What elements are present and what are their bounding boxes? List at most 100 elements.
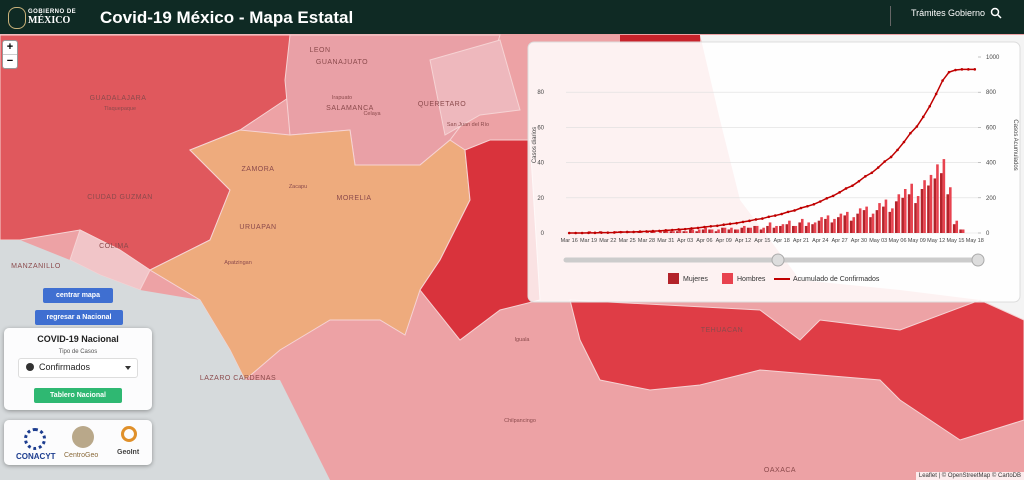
line-point	[664, 229, 668, 232]
line-point	[670, 228, 674, 232]
line-point	[883, 160, 886, 163]
bar	[946, 194, 950, 233]
bar	[949, 187, 952, 233]
back-button[interactable]: regresar a Nacional	[35, 310, 123, 325]
line-point	[767, 215, 771, 219]
map-label: OAXACA	[764, 467, 796, 474]
state-queretaro	[429, 39, 521, 136]
zoom-in[interactable]: +	[3, 41, 17, 55]
line-point	[574, 231, 577, 235]
line-point	[902, 140, 906, 144]
slider-handle[interactable]	[771, 253, 785, 267]
bar	[665, 229, 669, 233]
map-label: Zacapu	[289, 184, 307, 190]
bar	[807, 222, 810, 233]
bar	[837, 217, 840, 233]
bar	[701, 229, 705, 233]
x-tick-label: May 15	[946, 238, 964, 244]
slider-handle[interactable]	[971, 253, 985, 267]
line-point	[580, 231, 584, 235]
y2-tick-label: 400	[986, 161, 997, 167]
line-point	[619, 230, 623, 234]
bar	[704, 227, 707, 233]
zoom-out[interactable]: −	[6, 55, 14, 67]
x-tick-label: Apr 18	[774, 238, 790, 244]
bar	[708, 229, 711, 233]
bar	[903, 189, 907, 233]
line-point	[606, 231, 610, 234]
bar	[869, 217, 872, 233]
bar	[888, 211, 892, 233]
line-point	[677, 228, 680, 231]
line-point	[889, 155, 893, 159]
bar	[788, 220, 791, 233]
y2-tick-label: 0	[986, 231, 990, 237]
x-tick-label: Apr 15	[754, 238, 770, 244]
bar	[717, 229, 720, 233]
bar	[682, 231, 686, 233]
bar	[766, 225, 769, 233]
bar	[669, 231, 673, 233]
bar	[882, 206, 885, 233]
bar	[753, 225, 756, 233]
y-tick-label: 80	[537, 90, 544, 96]
line-point	[612, 231, 616, 234]
state-puebla-oaxaca	[569, 299, 1024, 441]
line-point	[857, 179, 861, 183]
logo-icon	[121, 426, 137, 442]
bar	[923, 180, 926, 233]
line-point	[870, 171, 874, 175]
bar	[862, 210, 866, 233]
nav-link[interactable]: Trámites	[911, 8, 946, 18]
bar	[663, 231, 666, 233]
map-label: Celaya	[363, 111, 381, 117]
line-point	[851, 184, 854, 187]
header-divider	[890, 6, 891, 26]
x-tick-label: Apr 03	[677, 238, 693, 244]
map-label: LEON	[309, 47, 330, 54]
x-tick-label: Apr 30	[851, 238, 867, 244]
line-point	[696, 226, 700, 230]
bar	[755, 225, 759, 233]
logo-icon	[24, 428, 46, 450]
zoom-control: + −	[2, 40, 18, 69]
dashboard-button[interactable]: Tablero Nacional	[34, 388, 122, 403]
bar	[710, 229, 714, 233]
bar	[830, 222, 834, 233]
map-label: ZAMORA	[242, 166, 275, 173]
bar	[891, 208, 894, 233]
map-label: Iguala	[515, 337, 531, 343]
logo-text: CentroGeo	[64, 452, 99, 459]
y-axis-label: Casos diarios	[532, 127, 538, 163]
center-button[interactable]: centrar mapa	[43, 288, 113, 303]
bar	[672, 231, 675, 233]
line-point	[864, 175, 867, 178]
bar	[804, 225, 808, 233]
map-label: MANZANILLO	[11, 263, 61, 270]
line-point	[973, 68, 977, 71]
attribution: Leaflet | © OpenStreetMap © CartoDB	[915, 472, 1024, 480]
line-point	[638, 230, 642, 233]
chart-panel	[527, 41, 1021, 303]
map-label: GUANAJUATO	[316, 59, 368, 66]
search-icon[interactable]	[990, 7, 1002, 19]
nav-link[interactable]: Gobierno	[948, 8, 986, 18]
bar	[871, 213, 875, 233]
line-point	[690, 227, 693, 230]
bar	[955, 220, 959, 233]
x-tick-label: Apr 24	[812, 238, 828, 244]
bar	[727, 229, 731, 233]
bar	[901, 197, 904, 233]
bar	[785, 224, 789, 233]
x-tick-label: Mar 16	[561, 238, 578, 244]
case-type-select[interactable]: Confirmados	[18, 358, 138, 378]
bar	[856, 213, 859, 233]
bar	[659, 231, 662, 233]
line-point	[844, 187, 848, 190]
line-point	[934, 92, 938, 96]
x-tick-label: Mar 19	[580, 238, 597, 244]
x-tick-label: Apr 09	[716, 238, 732, 244]
line-point	[683, 227, 687, 231]
bar	[936, 164, 939, 233]
